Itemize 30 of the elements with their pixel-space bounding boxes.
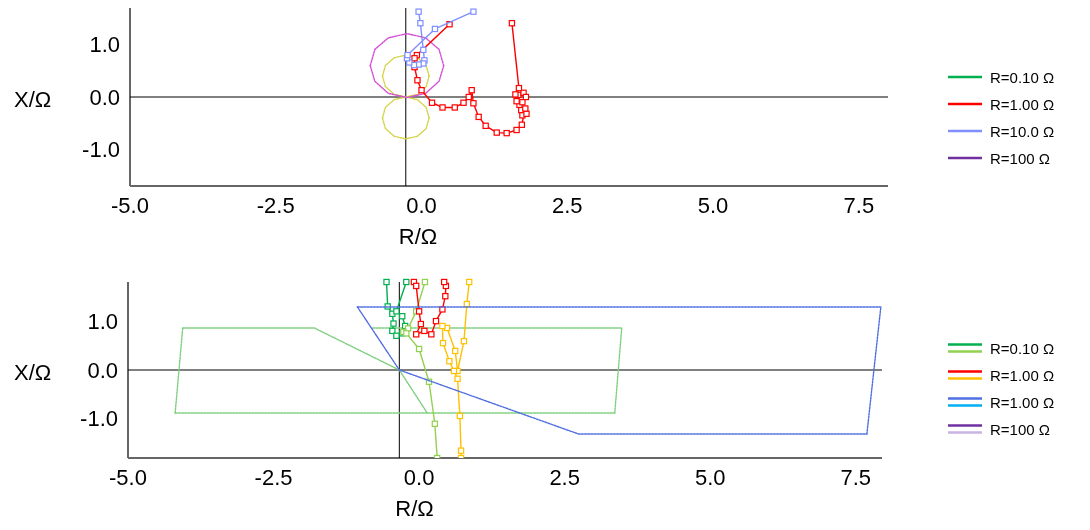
y-tick-label: 1.0 xyxy=(87,308,118,334)
legend-label: R=100 Ω xyxy=(990,149,1050,167)
legend-label: R=0.10 Ω xyxy=(990,68,1055,86)
legend-label: R=1.00 Ω xyxy=(990,366,1055,384)
y-axis-title: X/Ω xyxy=(14,86,52,112)
y-axis-title: X/Ω xyxy=(14,359,52,385)
x-tick-label: -2.5 xyxy=(256,193,295,218)
x-tick-label: 7.5 xyxy=(843,193,875,218)
x-tick-label: 2.5 xyxy=(552,193,583,218)
x-tick-label: 5.0 xyxy=(697,193,729,218)
y-tick-label: 1.0 xyxy=(89,32,120,58)
legend-label: R=1.00 Ω xyxy=(990,95,1055,113)
x-tick-label: 2.5 xyxy=(549,465,580,490)
x-axis-title: R/Ω xyxy=(398,224,438,249)
legend-label: R=0.10 Ω xyxy=(990,339,1055,357)
x-tick-label: -5.0 xyxy=(109,465,147,490)
legend-label: R=1.00 Ω xyxy=(990,393,1055,411)
legend-label: R=100 Ω xyxy=(990,420,1050,438)
x-tick-label: 0.0 xyxy=(406,193,437,218)
x-axis-title: R/Ω xyxy=(395,496,434,521)
y-tick-label: -1.0 xyxy=(80,406,118,432)
x-tick-label: 7.5 xyxy=(840,465,872,490)
y-tick-label: 0.0 xyxy=(89,84,120,110)
y-tick-label: -1.0 xyxy=(82,136,120,162)
x-tick-label: -5.0 xyxy=(111,193,149,218)
legend-label: R=10.0 Ω xyxy=(990,122,1055,140)
x-tick-label: 5.0 xyxy=(694,465,726,490)
x-tick-label: 0.0 xyxy=(403,465,435,490)
y-tick-label: 0.0 xyxy=(87,357,118,383)
x-tick-label: -2.5 xyxy=(254,465,293,490)
